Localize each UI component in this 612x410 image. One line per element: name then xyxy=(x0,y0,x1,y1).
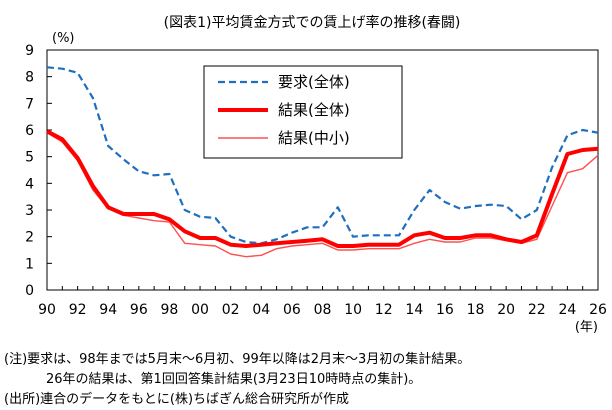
x-tick-label: 24 xyxy=(558,302,576,318)
x-axis-ticks: 90 92 94 96 98 00 02 04 06 08 10 12 14 16 18 20 22 24 26 xyxy=(38,286,607,318)
y-tick-label: 4 xyxy=(25,176,34,192)
x-tick-label: 04 xyxy=(252,302,270,318)
x-axis-unit-label: (年) xyxy=(575,320,598,335)
legend-label-2: 結果(全体) xyxy=(278,101,350,119)
y-tick-label: 1 xyxy=(25,256,34,272)
line-chart: (図表1)平均賃金方式での賃上げ率の推移(春闘) (%) 0123456789 … xyxy=(25,14,607,335)
y-tick-label: 0 xyxy=(25,283,34,299)
y-axis-unit-label: (%) xyxy=(52,31,75,46)
y-tick-label: 8 xyxy=(25,70,34,86)
x-tick-label: 02 xyxy=(222,302,240,318)
x-tick-label: 06 xyxy=(283,302,301,318)
x-tick-label: 98 xyxy=(161,302,179,318)
y-tick-label: 2 xyxy=(25,230,34,246)
source-line: (出所)連合のデータをもとに(株)ちばぎん総合研究所が作成 xyxy=(4,392,350,407)
legend-label-3: 結果(中小) xyxy=(278,129,350,147)
chart-title: (図表1)平均賃金方式での賃上げ率の推移(春闘) xyxy=(164,14,461,31)
x-tick-label: 22 xyxy=(528,302,546,318)
x-tick-label: 18 xyxy=(467,302,485,318)
legend: 要求(全体) 結果(全体) 結果(中小) xyxy=(203,65,403,159)
x-tick-label: 96 xyxy=(130,302,148,318)
y-tick-label: 6 xyxy=(25,123,34,139)
x-tick-label: 94 xyxy=(99,302,117,318)
y-axis-ticks: 0 1 2 3 4 5 6 7 8 9 xyxy=(25,43,52,299)
note-line-2: 26年の結果は、第1回回答集計結果(3月23日10時時点の集計)。 xyxy=(46,372,422,387)
note-line-1: (注)要求は、98年までは5月末～6月初、99年以降は2月末～3月初の集計結果。 xyxy=(4,352,471,367)
x-tick-label: 16 xyxy=(436,302,454,318)
x-tick-label: 00 xyxy=(191,302,209,318)
legend-label-1: 要求(全体) xyxy=(278,73,350,91)
series-line-2 xyxy=(46,129,599,248)
x-tick-label: 20 xyxy=(497,302,515,318)
y-tick-label: 7 xyxy=(25,96,34,112)
x-tick-label: 08 xyxy=(314,302,332,318)
x-tick-label: 90 xyxy=(38,302,56,318)
x-tick-label: 10 xyxy=(344,302,362,318)
x-tick-label: 92 xyxy=(69,302,87,318)
series-layer xyxy=(46,66,599,258)
x-tick-label: 26 xyxy=(589,302,607,318)
y-tick-label: 3 xyxy=(25,203,34,219)
x-tick-label: 14 xyxy=(405,302,423,318)
y-tick-label: 9 xyxy=(25,43,34,59)
y-tick-label: 5 xyxy=(25,150,34,166)
x-tick-label: 12 xyxy=(375,302,393,318)
